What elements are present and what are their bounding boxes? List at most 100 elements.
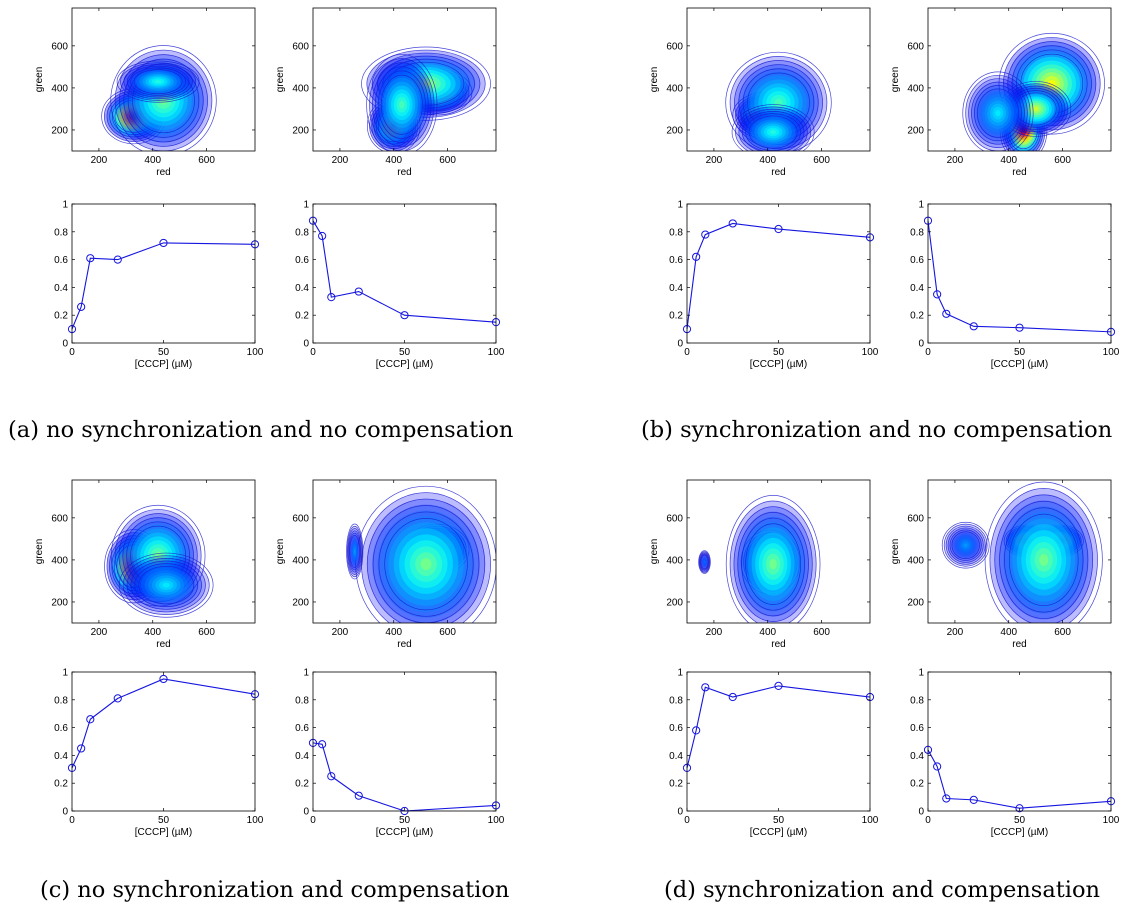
y-axis-label: green <box>649 539 660 565</box>
y-tick-label: 400 <box>666 83 683 94</box>
contour-line <box>941 521 990 569</box>
contour-line <box>346 525 363 578</box>
contour-line <box>735 106 812 151</box>
y-tick-label: 0.2 <box>669 779 683 790</box>
subplot-b-1: 200 400 600 200 400 600 red green <box>649 7 871 178</box>
contour-line <box>110 45 217 151</box>
contour-line <box>729 500 817 623</box>
x-tick-label: 200 <box>332 155 349 166</box>
contour-fill <box>963 543 968 547</box>
contour-line <box>962 71 1034 151</box>
contour-line <box>999 500 1089 619</box>
contour-line <box>974 85 1022 142</box>
x-axis-label: red <box>1012 639 1026 650</box>
x-tick-label: 400 <box>759 627 776 638</box>
density-blob <box>116 60 200 103</box>
subplot-c-2: 200 400 600 200 400 600 red green <box>275 479 497 650</box>
contour-fill <box>953 532 979 558</box>
x-axis-label: [CCCP] (µM) <box>135 359 192 370</box>
x-tick-label: 100 <box>488 347 505 358</box>
contour-line <box>971 81 1025 145</box>
contour-line <box>1008 513 1079 607</box>
contour-line <box>700 553 709 571</box>
contour-line <box>127 63 200 138</box>
contour-line <box>731 104 815 151</box>
contour-line <box>119 54 208 147</box>
data-point <box>77 302 86 311</box>
x-tick-label: 50 <box>1014 347 1026 358</box>
series-line <box>927 749 1112 809</box>
x-tick-label: 50 <box>158 347 170 358</box>
y-tick-label: 0.6 <box>295 723 309 734</box>
axes-frame <box>927 7 1112 152</box>
data-point <box>969 795 978 804</box>
y-tick-label: 0.6 <box>910 255 924 266</box>
series-line <box>312 220 497 323</box>
x-tick-label: 50 <box>158 815 170 826</box>
y-tick-label: 1 <box>677 200 683 211</box>
data-point <box>942 309 951 318</box>
contour-line <box>1003 37 1101 131</box>
data-point <box>1015 323 1024 332</box>
contour-fill <box>958 538 973 553</box>
contour-line <box>366 49 486 118</box>
x-axis-label: red <box>771 167 785 178</box>
y-tick-label: 0.2 <box>54 311 68 322</box>
y-tick-label: 400 <box>907 83 924 94</box>
x-tick-label: 0 <box>925 815 931 826</box>
y-tick-label: 1 <box>918 200 924 211</box>
y-tick-label: 0.4 <box>295 751 309 762</box>
contour-line <box>1014 92 1057 126</box>
y-tick-label: 200 <box>907 125 924 136</box>
data-point <box>113 694 122 703</box>
density-blob <box>110 45 217 151</box>
y-tick-label: 1 <box>303 200 309 211</box>
x-tick-label: 0 <box>69 815 75 826</box>
axes-frame <box>927 479 1112 624</box>
x-tick-label: 600 <box>813 627 830 638</box>
contour-line <box>699 553 710 571</box>
density-plot <box>962 32 1105 151</box>
contour-line <box>733 506 813 622</box>
contour-line <box>366 53 438 151</box>
y-tick-label: 0.8 <box>54 227 68 238</box>
contour-fill <box>700 554 709 570</box>
data-point <box>701 230 710 239</box>
contour-fill <box>353 547 356 556</box>
contour-fill <box>350 538 359 565</box>
data-point <box>318 740 327 749</box>
y-tick-label: 600 <box>666 41 683 52</box>
data-point <box>692 726 701 735</box>
x-tick-label: 50 <box>399 815 411 826</box>
contour-line <box>1004 507 1084 613</box>
contour-line <box>738 108 808 151</box>
contour-line <box>114 509 202 603</box>
contour-fill <box>352 543 358 560</box>
contour-line <box>951 531 980 560</box>
contour-fill <box>420 558 432 571</box>
x-axis-label: red <box>771 639 785 650</box>
contour-line <box>698 550 711 574</box>
axes-frame <box>686 671 871 812</box>
axes-frame <box>312 671 497 812</box>
contour-fill <box>701 556 708 568</box>
y-tick-label: 200 <box>666 597 683 608</box>
contour-line <box>699 552 710 572</box>
y-tick-label: 0.4 <box>54 751 68 762</box>
y-tick-label: 0.2 <box>910 311 924 322</box>
contour-line <box>123 64 193 100</box>
subplot-b-4: 0 50 100 0 0.2 0.4 0.6 0.8 1 [CCCP] (µM) <box>910 200 1120 371</box>
contour-line <box>1016 49 1088 118</box>
contour-line <box>130 560 202 610</box>
density-blob <box>984 481 1103 623</box>
contour-line <box>989 488 1098 623</box>
density-blob <box>698 550 711 574</box>
density-plot <box>941 481 1103 623</box>
contour-line <box>377 55 475 112</box>
contour-fill <box>352 545 357 558</box>
y-tick-label: 1 <box>303 668 309 679</box>
contour-line <box>949 529 982 561</box>
y-tick-label: 0.2 <box>669 311 683 322</box>
contour-fill <box>351 540 358 563</box>
